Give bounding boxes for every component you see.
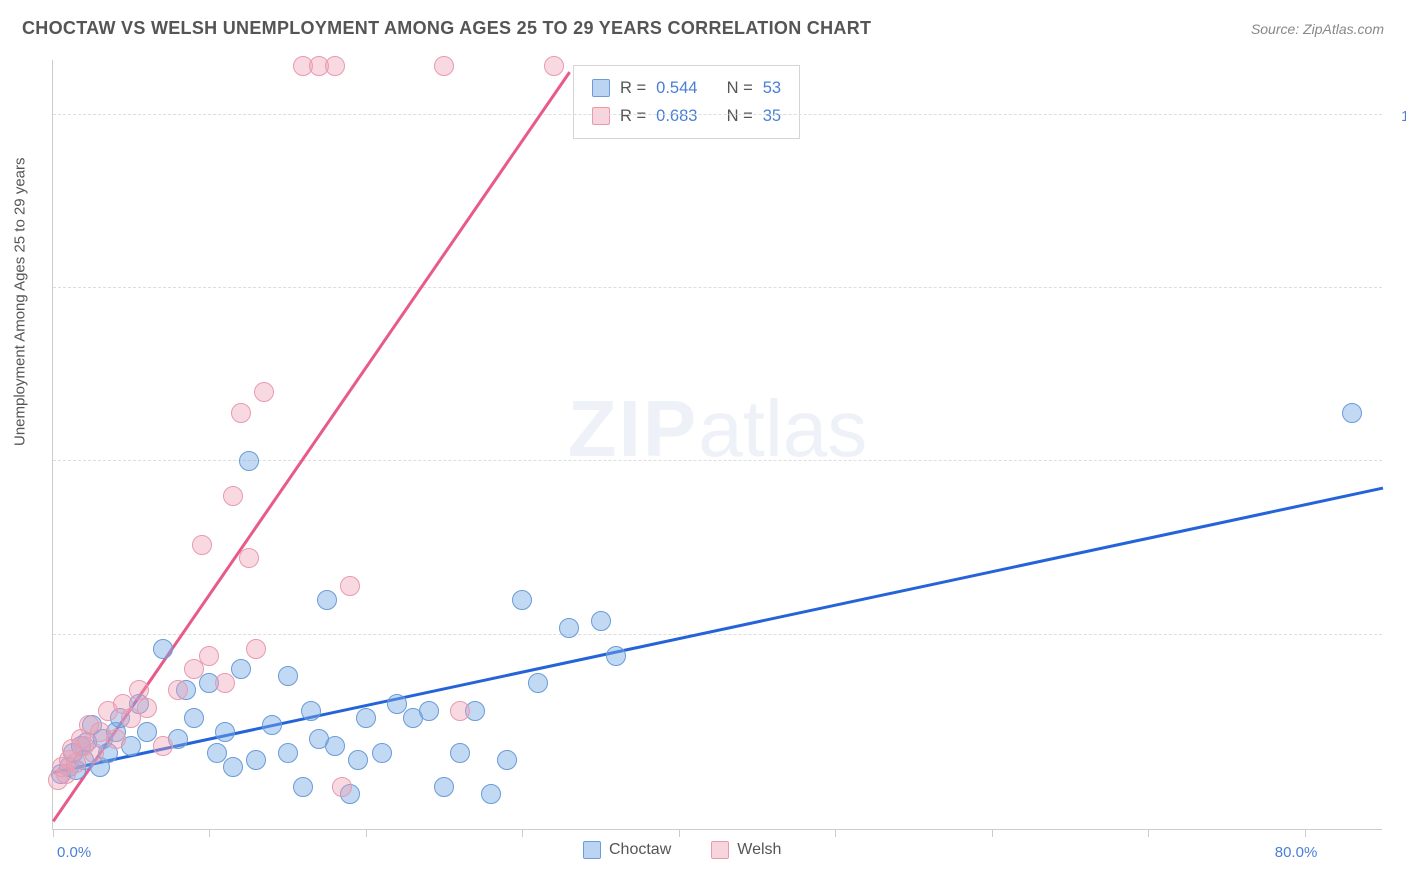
data-point-welsh	[66, 753, 86, 773]
y-tick-label: 50.0%	[1392, 454, 1406, 471]
data-point-choctaw	[317, 590, 337, 610]
gridline	[53, 460, 1382, 461]
data-point-choctaw	[278, 666, 298, 686]
x-tick	[53, 829, 54, 837]
data-point-welsh	[450, 701, 470, 721]
data-point-choctaw	[497, 750, 517, 770]
legend-row-choctaw: R = 0.544 N = 53	[592, 74, 781, 102]
x-tick	[209, 829, 210, 837]
x-tick	[522, 829, 523, 837]
data-point-choctaw	[176, 680, 196, 700]
legend-item-welsh: Welsh	[711, 841, 781, 859]
x-tick-label: 80.0%	[1275, 844, 1318, 861]
x-tick	[992, 829, 993, 837]
legend-row-welsh: R = 0.683 N = 35	[592, 102, 781, 130]
data-point-welsh	[544, 56, 564, 76]
data-point-choctaw	[340, 784, 360, 804]
data-point-choctaw	[450, 743, 470, 763]
data-point-welsh	[199, 646, 219, 666]
data-point-choctaw	[278, 743, 298, 763]
x-tick	[835, 829, 836, 837]
data-point-choctaw	[184, 708, 204, 728]
y-tick-label: 25.0%	[1392, 628, 1406, 645]
swatch-pink	[711, 841, 729, 859]
series-legend: Choctaw Welsh	[583, 841, 781, 859]
data-point-choctaw	[403, 708, 423, 728]
y-tick-label: 100.0%	[1392, 108, 1406, 125]
regression-line-welsh	[52, 71, 570, 822]
data-point-choctaw	[77, 732, 97, 752]
y-axis-label: Unemployment Among Ages 25 to 29 years	[12, 157, 29, 446]
gridline	[53, 114, 1382, 115]
correlation-legend: R = 0.544 N = 53 R = 0.683 N = 35	[573, 65, 800, 139]
data-point-welsh	[434, 56, 454, 76]
x-tick-label: 0.0%	[57, 844, 91, 861]
data-point-welsh	[184, 659, 204, 679]
data-point-welsh	[332, 777, 352, 797]
swatch-blue	[592, 79, 610, 97]
data-point-welsh	[254, 382, 274, 402]
data-point-choctaw	[559, 618, 579, 638]
data-point-welsh	[231, 403, 251, 423]
data-point-choctaw	[293, 777, 313, 797]
x-tick	[1148, 829, 1149, 837]
data-point-choctaw	[246, 750, 266, 770]
data-point-welsh	[137, 698, 157, 718]
data-point-choctaw	[481, 784, 501, 804]
chart-header: CHOCTAW VS WELSH UNEMPLOYMENT AMONG AGES…	[22, 18, 1384, 39]
data-point-choctaw	[51, 764, 71, 784]
data-point-choctaw	[372, 743, 392, 763]
data-point-choctaw	[419, 701, 439, 721]
data-point-choctaw	[223, 757, 243, 777]
x-tick	[366, 829, 367, 837]
data-point-welsh	[223, 486, 243, 506]
data-point-choctaw	[434, 777, 454, 797]
data-point-choctaw	[63, 743, 83, 763]
source-label: Source: ZipAtlas.com	[1251, 21, 1384, 37]
data-point-welsh	[340, 576, 360, 596]
data-point-choctaw	[512, 590, 532, 610]
data-point-choctaw	[348, 750, 368, 770]
data-point-welsh	[168, 680, 188, 700]
data-point-choctaw	[137, 722, 157, 742]
data-point-welsh	[192, 535, 212, 555]
data-point-choctaw	[356, 708, 376, 728]
data-point-welsh	[98, 701, 118, 721]
data-point-choctaw	[71, 736, 91, 756]
data-point-welsh	[246, 639, 266, 659]
data-point-choctaw	[1342, 403, 1362, 423]
data-point-choctaw	[239, 451, 259, 471]
data-point-welsh	[74, 736, 94, 756]
chart-title: CHOCTAW VS WELSH UNEMPLOYMENT AMONG AGES…	[22, 18, 871, 39]
data-point-choctaw	[591, 611, 611, 631]
data-point-welsh	[215, 673, 235, 693]
data-point-welsh	[62, 739, 82, 759]
x-tick	[1305, 829, 1306, 837]
data-point-choctaw	[309, 729, 329, 749]
gridline	[53, 634, 1382, 635]
data-point-choctaw	[465, 701, 485, 721]
data-point-welsh	[79, 715, 99, 735]
data-point-choctaw	[82, 715, 102, 735]
data-point-welsh	[293, 56, 313, 76]
data-point-choctaw	[325, 736, 345, 756]
data-point-choctaw	[199, 673, 219, 693]
data-point-choctaw	[528, 673, 548, 693]
data-point-welsh	[325, 56, 345, 76]
scatter-plot: ZIPatlas R = 0.544 N = 53 R = 0.683 N = …	[52, 60, 1382, 830]
legend-item-choctaw: Choctaw	[583, 841, 671, 859]
x-tick	[679, 829, 680, 837]
data-point-welsh	[239, 548, 259, 568]
y-tick-label: 75.0%	[1392, 281, 1406, 298]
swatch-pink	[592, 107, 610, 125]
data-point-welsh	[309, 56, 329, 76]
data-point-choctaw	[207, 743, 227, 763]
gridline	[53, 287, 1382, 288]
data-point-welsh	[71, 729, 91, 749]
data-point-welsh	[48, 770, 68, 790]
swatch-blue	[583, 841, 601, 859]
data-point-choctaw	[231, 659, 251, 679]
